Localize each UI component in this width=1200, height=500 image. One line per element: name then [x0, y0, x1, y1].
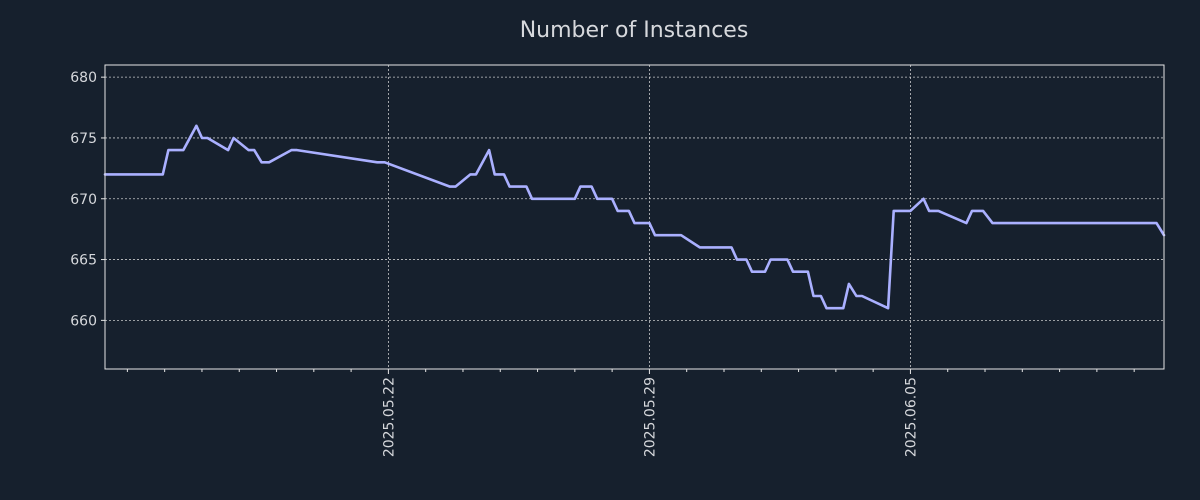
- axis-ticks: 660 665 670 675 680 2025.05.22 2025.05.29 2025.…: [70, 70, 1135, 457]
- x-tick-label: 2025.06.05: [903, 377, 919, 457]
- plot-frame: [104, 64, 1165, 370]
- y-tick-label: 675: [70, 131, 97, 147]
- series-layer: [103, 124, 1166, 310]
- y-tick-label: 670: [70, 192, 97, 208]
- grid: [105, 65, 1164, 369]
- chart-title: Number of Instances: [520, 18, 749, 43]
- x-tick-label: 2025.05.22: [381, 377, 397, 457]
- series-line-instances: [103, 124, 1166, 310]
- y-tick-label: 660: [70, 313, 97, 329]
- y-tick-label: 680: [70, 70, 97, 86]
- x-tick-label: 2025.05.29: [642, 377, 658, 457]
- y-tick-label: 665: [70, 253, 97, 269]
